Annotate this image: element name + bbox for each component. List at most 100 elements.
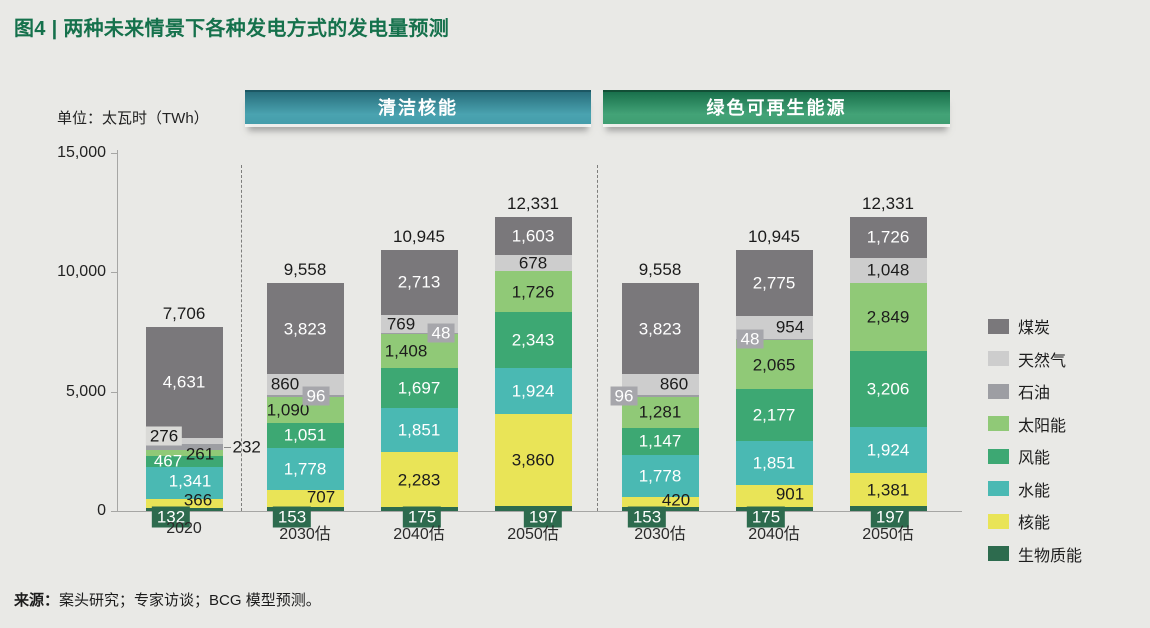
y-axis-tick bbox=[111, 272, 117, 274]
x-axis-category-label: 2050估 bbox=[507, 526, 559, 543]
legend-swatch-oil bbox=[988, 383, 1009, 399]
segment-label-solar: 1,281 bbox=[638, 402, 682, 422]
segment-label-coal: 3,823 bbox=[638, 319, 682, 338]
segment-label-coal: 2,713 bbox=[397, 272, 441, 292]
segment-label-nuclear: 366 bbox=[183, 490, 213, 510]
bar-2020 bbox=[145, 327, 223, 511]
segment-label-solar: 1,090 bbox=[266, 400, 310, 420]
segment-nuclear bbox=[735, 485, 813, 507]
legend-label-solar: 太阳能 bbox=[1018, 417, 1067, 435]
y-axis bbox=[117, 150, 118, 512]
legend-swatch-nuclear bbox=[988, 513, 1009, 529]
segment-label-oil: 232 bbox=[232, 437, 261, 457]
y-axis-tick-label: 5,000 bbox=[65, 382, 106, 400]
segment-wind bbox=[494, 312, 572, 369]
legend: 煤炭天然气石油太阳能风能水能核能生物质能 bbox=[988, 314, 1082, 574]
segment-label-gas: 1,048 bbox=[866, 260, 910, 280]
legend-item-nuclear: 核能 bbox=[988, 509, 1082, 533]
bar-total-label: 9,558 bbox=[638, 259, 682, 279]
segment-label-coal: 1,726 bbox=[866, 227, 910, 247]
segment-wind bbox=[849, 350, 927, 428]
legend-label-hydro: 水能 bbox=[1018, 482, 1051, 500]
segment-label-solar: 261 bbox=[185, 444, 215, 464]
segment-label-hydro: 1,778 bbox=[638, 466, 682, 486]
segment-label-nuclear: 420 bbox=[661, 490, 691, 510]
segment-coal bbox=[380, 249, 458, 315]
segment-label-solar: 1,726 bbox=[511, 282, 555, 302]
segment-wind bbox=[380, 367, 458, 409]
legend-swatch-hydro bbox=[988, 481, 1009, 496]
segment-coal bbox=[735, 249, 813, 316]
segment-label-solar: 1,408 bbox=[384, 341, 428, 361]
legend-label-nuclear: 核能 bbox=[1018, 515, 1051, 532]
segment-label-wind: 2,177 bbox=[752, 405, 796, 425]
source-note: 来源：案头研究；专家访谈；BCG 模型预测。 bbox=[14, 589, 321, 610]
x-axis-category-label: 2040估 bbox=[748, 526, 800, 543]
segment-label-nuclear: 2,283 bbox=[397, 470, 441, 490]
segment-gas bbox=[494, 254, 572, 272]
segment-nuclear bbox=[621, 497, 699, 508]
bar-total-label: 10,945 bbox=[748, 226, 800, 246]
legend-item-oil: 石油 bbox=[988, 379, 1082, 403]
segment-coal bbox=[849, 216, 927, 258]
source-text: 案头研究；专家访谈；BCG 模型预测。 bbox=[59, 592, 321, 609]
segment-label-hydro: 1,851 bbox=[397, 420, 441, 440]
segment-label-hydro: 1,851 bbox=[752, 453, 796, 473]
figure-title: 图4 | 两种未来情景下各种发电方式的发电量预测 bbox=[14, 18, 450, 40]
segment-label-coal: 3,823 bbox=[283, 319, 327, 338]
legend-item-wind: 风能 bbox=[988, 444, 1082, 468]
y-axis-tick-label: 10,000 bbox=[57, 263, 106, 281]
segment-label-solar: 2,065 bbox=[752, 355, 796, 375]
legend-label-gas: 天然气 bbox=[1018, 352, 1067, 370]
legend-item-hydro: 水能 bbox=[988, 477, 1082, 501]
bar-total-label: 10,945 bbox=[393, 226, 445, 246]
segment-label-hydro: 1,924 bbox=[511, 381, 555, 401]
segment-hydro bbox=[621, 454, 699, 498]
segment-wind bbox=[735, 389, 813, 442]
legend-label-wind: 风能 bbox=[1018, 450, 1051, 467]
segment-label-oil: 48 bbox=[736, 329, 764, 349]
segment-label-biomass: 153 bbox=[627, 506, 667, 528]
segment-label-nuclear: 707 bbox=[306, 487, 336, 507]
y-axis-tick-label: 15,000 bbox=[57, 144, 106, 161]
segment-oil bbox=[380, 332, 458, 335]
segment-label-solar: 2,849 bbox=[866, 307, 910, 327]
bar-total-label: 12,331 bbox=[507, 193, 559, 213]
legend-item-biomass: 生物质能 bbox=[988, 542, 1082, 566]
legend-item-gas: 天然气 bbox=[988, 347, 1082, 371]
segment-hydro bbox=[735, 441, 813, 486]
segment-label-coal: 1,603 bbox=[511, 226, 555, 246]
segment-label-wind: 1,697 bbox=[397, 378, 441, 398]
segment-label-biomass: 153 bbox=[272, 506, 312, 528]
oil-label-connector bbox=[223, 446, 231, 448]
bar-nuclear-2050 bbox=[494, 216, 572, 511]
segment-label-wind: 1,147 bbox=[638, 431, 682, 451]
segment-gas bbox=[621, 374, 699, 395]
segment-label-wind: 1,051 bbox=[283, 425, 327, 445]
segment-nuclear bbox=[145, 499, 223, 508]
legend-swatch-coal bbox=[988, 318, 1009, 334]
y-axis-tick bbox=[111, 153, 117, 154]
legend-swatch-solar bbox=[988, 416, 1009, 431]
y-axis-tick-label: 0 bbox=[97, 502, 106, 519]
bar-total-label: 9,558 bbox=[283, 259, 327, 279]
scenario-header-clean-nuclear: 清洁核能 bbox=[245, 90, 591, 124]
segment-hydro bbox=[849, 427, 927, 474]
segment-wind bbox=[145, 455, 223, 468]
x-axis-category-label: 2030估 bbox=[279, 526, 331, 543]
segment-solar bbox=[849, 282, 927, 351]
legend-item-coal: 煤炭 bbox=[988, 314, 1082, 338]
x-axis-category-label: 2040估 bbox=[393, 526, 445, 543]
segment-solar bbox=[145, 449, 223, 456]
bar-nuclear-2030 bbox=[266, 282, 344, 511]
segment-hydro bbox=[494, 368, 572, 415]
legend-label-biomass: 生物质能 bbox=[1018, 547, 1083, 565]
segment-wind bbox=[266, 422, 344, 449]
segment-label-gas: 769 bbox=[386, 314, 416, 334]
unit-label: 单位：太瓦时（TWh） bbox=[57, 110, 209, 127]
segment-nuclear bbox=[266, 490, 344, 508]
segment-label-coal: 2,775 bbox=[752, 273, 796, 293]
y-axis-tick bbox=[111, 511, 117, 512]
segment-hydro bbox=[266, 448, 344, 491]
segment-label-oil: 96 bbox=[302, 386, 330, 406]
